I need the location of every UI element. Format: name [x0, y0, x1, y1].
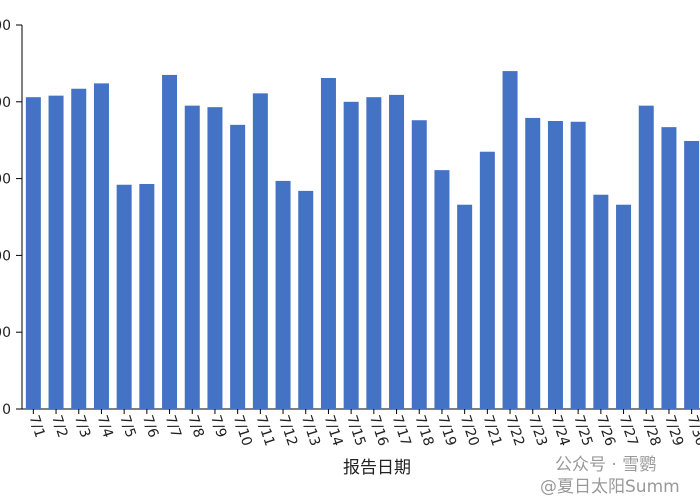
x-tick-label: 7/11	[253, 413, 278, 448]
x-tick-label: 7/7	[162, 413, 184, 439]
bar	[252, 93, 268, 410]
x-tick-label: 7/26	[593, 413, 618, 448]
x-tick-label: 7/14	[321, 413, 346, 448]
bar	[275, 180, 291, 409]
bar	[320, 77, 336, 409]
y-tick-label: 500	[0, 18, 11, 34]
watermark: 公众号 · 雪鹦	[555, 455, 656, 475]
x-tick-label: 7/17	[389, 413, 414, 448]
bar	[48, 95, 64, 409]
bar	[184, 105, 200, 409]
y-tick-label: 100	[0, 325, 11, 341]
x-tick-label: 7/6	[139, 413, 161, 439]
x-tick-label: 7/22	[502, 413, 527, 448]
y-tick-label: 400	[0, 95, 11, 111]
x-tick-label: 7/1	[26, 413, 48, 439]
bar	[593, 194, 609, 409]
x-tick-label: 7/20	[457, 413, 482, 448]
x-tick-label: 7/15	[343, 413, 368, 448]
x-tick-label: 7/24	[548, 413, 573, 448]
bar	[71, 88, 87, 409]
bar	[684, 140, 700, 409]
x-tick-label: 7/29	[661, 413, 686, 448]
bar	[343, 101, 359, 410]
y-tick-label: 200	[0, 248, 11, 264]
bar	[570, 121, 586, 409]
bar	[25, 97, 41, 409]
bar	[389, 94, 405, 409]
bar	[411, 120, 427, 410]
x-tick-label: 7/9	[207, 413, 229, 439]
x-tick-label: 7/25	[570, 413, 595, 448]
watermark: @夏日太阳Summ	[540, 477, 680, 497]
x-tick-label: 7/13	[298, 413, 323, 448]
x-tick-label: 7/18	[411, 413, 436, 448]
y-tick-label: 0	[2, 402, 11, 418]
bar	[502, 71, 518, 409]
bar	[207, 107, 223, 410]
bar	[525, 117, 541, 409]
x-tick-label: 7/5	[116, 413, 138, 439]
x-tick-label: 7/19	[434, 413, 459, 448]
bar	[661, 127, 677, 410]
x-axis-label: 报告日期	[343, 458, 411, 478]
bar	[298, 190, 314, 409]
bar	[479, 151, 495, 409]
bar	[616, 204, 632, 409]
bar	[434, 170, 450, 409]
x-tick-label: 7/23	[525, 413, 550, 448]
x-tick-label: 7/12	[275, 413, 300, 448]
bar	[162, 74, 178, 410]
x-tick-label: 7/8	[184, 413, 206, 439]
x-tick-label: 7/10	[230, 413, 255, 448]
x-tick-label: 7/21	[480, 413, 505, 448]
x-tick-label: 7/16	[366, 413, 391, 448]
x-tick-label: 7/4	[94, 413, 116, 439]
bar	[638, 105, 654, 409]
bar	[139, 183, 155, 409]
x-tick-label: 7/28	[638, 413, 663, 448]
bar	[116, 184, 132, 409]
bar	[230, 124, 246, 409]
x-tick-label: 7/2	[48, 413, 70, 439]
bar	[366, 97, 382, 409]
y-tick-label: 300	[0, 172, 11, 188]
x-tick-label: 7/3	[71, 413, 93, 439]
bar	[547, 121, 563, 409]
bar	[457, 204, 473, 409]
x-tick-label: 7/27	[616, 413, 641, 448]
bar	[93, 83, 109, 410]
